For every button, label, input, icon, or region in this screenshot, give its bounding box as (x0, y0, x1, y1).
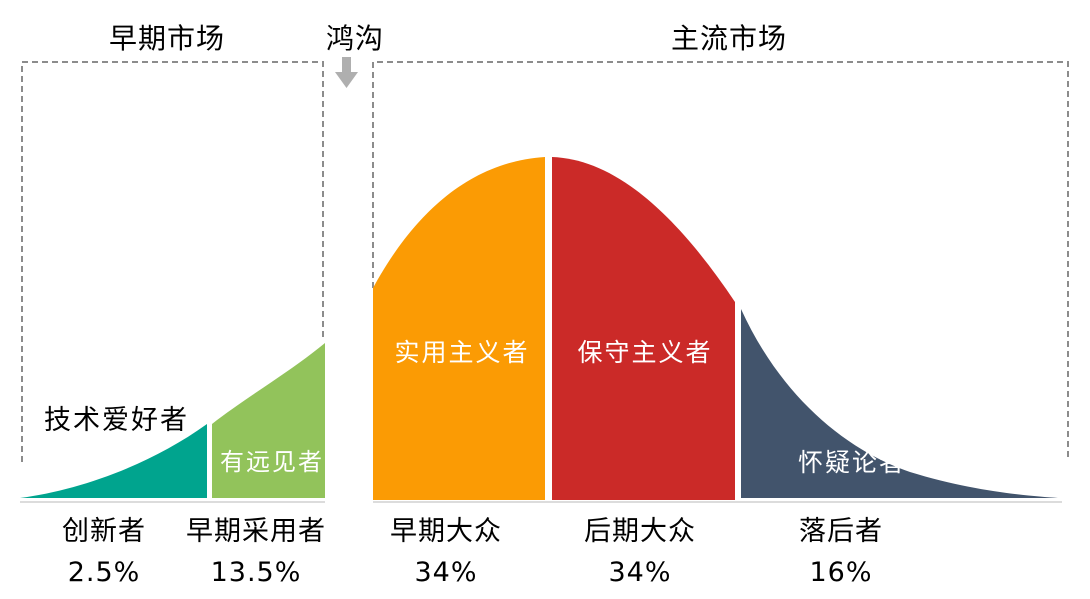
chasm-arrow-icon (335, 57, 358, 88)
segment-name: 后期大众 (584, 516, 696, 547)
segment-percent: 2.5% (67, 557, 141, 588)
segment-percent: 13.5% (210, 557, 302, 588)
late-majority-shape (552, 157, 735, 500)
early-adopters-label: 早期采用者 13.5% (186, 509, 326, 588)
segment-percent: 34% (608, 557, 672, 588)
segment-percent: 16% (809, 557, 873, 588)
innovators-label: 创新者 2.5% (62, 509, 146, 588)
late-majority-label: 后期大众 34% (584, 509, 696, 588)
segment-name: 落后者 (799, 516, 883, 547)
early-market-title: 早期市场 (108, 22, 226, 55)
segment-name: 早期采用者 (186, 516, 326, 547)
segment-name: 创新者 (62, 516, 146, 547)
laggards-label: 落后者 16% (799, 509, 883, 588)
laggards-persona-label: 怀疑论者 (797, 448, 907, 477)
early-majority-persona-label: 实用主义者 (394, 338, 530, 367)
late-majority-persona-label: 保守主义者 (577, 338, 713, 367)
early-majority-label: 早期大众 34% (390, 509, 502, 588)
laggards-shape (741, 309, 1058, 498)
mainstream-market-box (372, 61, 1069, 460)
early-majority-shape (373, 157, 545, 500)
early-market-box (21, 61, 324, 462)
segment-percent: 34% (414, 557, 478, 588)
innovators-persona-label: 技术爱好者 (44, 405, 189, 436)
mainstream-market-title: 主流市场 (670, 22, 788, 55)
early-adopters-persona-label: 有远见者 (220, 448, 324, 476)
chasm-title: 鸿沟 (325, 22, 385, 55)
innovators-shape (20, 424, 207, 498)
segment-name: 早期大众 (390, 516, 502, 547)
early-adopters-shape (212, 343, 325, 498)
